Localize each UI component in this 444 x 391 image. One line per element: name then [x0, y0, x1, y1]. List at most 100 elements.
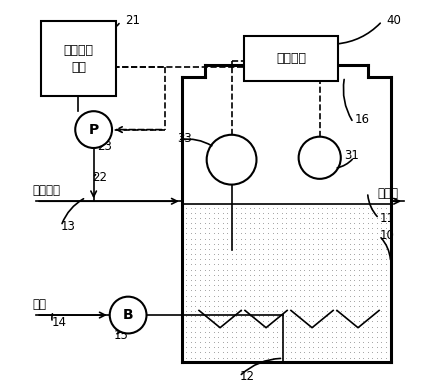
Point: [287, 272, 294, 278]
Point: [319, 220, 326, 226]
Point: [237, 292, 244, 299]
Point: [310, 267, 317, 273]
Point: [378, 318, 385, 325]
Point: [269, 267, 276, 273]
Point: [278, 328, 285, 335]
Point: [314, 349, 321, 355]
Point: [219, 225, 226, 231]
Point: [314, 292, 321, 299]
Point: [201, 292, 208, 299]
Point: [373, 318, 381, 325]
Point: [341, 349, 349, 355]
Point: [192, 328, 199, 335]
Point: [278, 256, 285, 262]
Point: [324, 318, 331, 325]
Point: [192, 215, 199, 221]
Point: [292, 246, 299, 252]
Point: [228, 298, 235, 304]
Point: [351, 303, 358, 309]
Point: [210, 323, 217, 330]
Point: [246, 230, 254, 237]
Point: [255, 292, 262, 299]
Point: [341, 303, 349, 309]
Point: [187, 334, 194, 340]
Point: [214, 240, 222, 247]
Point: [233, 267, 240, 273]
Point: [369, 246, 376, 252]
Point: [260, 318, 267, 325]
Point: [341, 235, 349, 242]
Point: [369, 287, 376, 294]
Point: [283, 277, 290, 283]
Point: [201, 230, 208, 237]
Point: [369, 328, 376, 335]
Point: [187, 230, 194, 237]
Point: [369, 292, 376, 299]
Point: [333, 220, 340, 226]
Point: [292, 355, 299, 361]
Point: [355, 318, 362, 325]
Point: [324, 261, 331, 267]
Point: [246, 318, 254, 325]
Point: [337, 318, 344, 325]
Point: [260, 323, 267, 330]
Point: [319, 261, 326, 267]
Point: [328, 277, 335, 283]
Point: [228, 287, 235, 294]
Point: [278, 313, 285, 319]
Point: [187, 328, 194, 335]
Point: [210, 334, 217, 340]
Text: 40: 40: [387, 14, 402, 27]
Point: [324, 215, 331, 221]
Point: [183, 328, 190, 335]
Point: [328, 225, 335, 231]
Point: [219, 349, 226, 355]
Point: [305, 210, 313, 216]
Point: [364, 215, 371, 221]
Point: [287, 235, 294, 242]
Point: [192, 313, 199, 319]
Point: [210, 261, 217, 267]
Point: [328, 349, 335, 355]
Point: [214, 204, 222, 211]
Point: [319, 272, 326, 278]
Point: [378, 328, 385, 335]
Point: [206, 210, 213, 216]
Point: [246, 287, 254, 294]
Point: [364, 220, 371, 226]
Point: [378, 215, 385, 221]
Point: [206, 334, 213, 340]
Point: [360, 210, 367, 216]
Point: [192, 235, 199, 242]
Point: [228, 277, 235, 283]
Point: [214, 355, 222, 361]
Point: [251, 251, 258, 257]
Point: [210, 282, 217, 288]
Point: [206, 282, 213, 288]
Point: [328, 272, 335, 278]
Point: [369, 251, 376, 257]
Point: [187, 292, 194, 299]
Point: [292, 240, 299, 247]
Point: [201, 339, 208, 345]
Point: [360, 267, 367, 273]
Point: [206, 292, 213, 299]
Point: [196, 318, 203, 325]
Point: [237, 215, 244, 221]
Point: [224, 210, 231, 216]
Point: [228, 328, 235, 335]
Point: [228, 303, 235, 309]
Point: [246, 339, 254, 345]
Point: [251, 220, 258, 226]
Point: [228, 344, 235, 350]
Point: [206, 215, 213, 221]
Point: [219, 334, 226, 340]
Point: [187, 308, 194, 314]
Point: [287, 292, 294, 299]
Point: [346, 225, 353, 231]
Point: [283, 282, 290, 288]
Point: [333, 225, 340, 231]
Point: [283, 334, 290, 340]
Point: [360, 298, 367, 304]
Point: [337, 210, 344, 216]
